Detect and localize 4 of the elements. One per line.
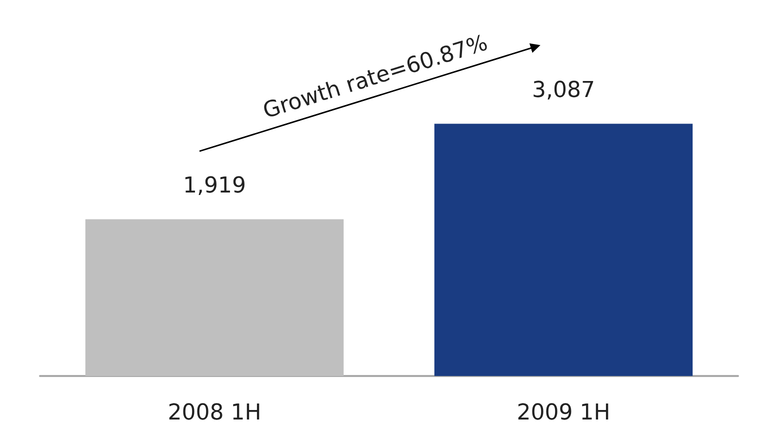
data-label: 3,087: [532, 78, 595, 104]
x-tick-label: 2009 1H: [516, 400, 610, 426]
data-label: 1,919: [183, 174, 246, 199]
x-tick-label: 2008 1H: [168, 400, 262, 426]
